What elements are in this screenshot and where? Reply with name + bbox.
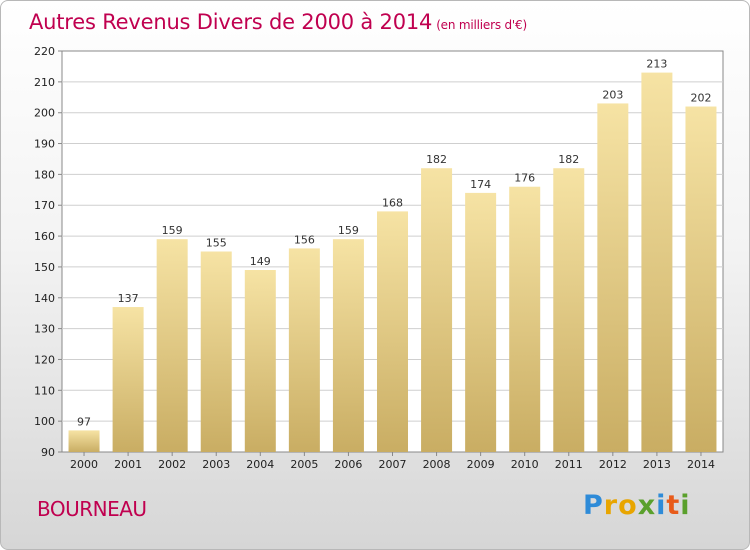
- x-tick-label-2013: 2013: [643, 458, 671, 471]
- proxiti-logo[interactable]: Proxiti: [583, 490, 691, 521]
- bar-2013: [641, 72, 673, 452]
- y-tick-label: 200: [34, 107, 55, 120]
- y-tick-label: 210: [34, 76, 55, 89]
- data-label-2010: 176: [514, 172, 535, 185]
- x-tick-label-2005: 2005: [290, 458, 318, 471]
- data-label-2002: 159: [162, 224, 183, 237]
- x-tick-label-2010: 2010: [511, 458, 539, 471]
- y-tick-label: 160: [34, 230, 55, 243]
- bar-2008: [421, 168, 453, 452]
- y-tick-label: 130: [34, 323, 55, 336]
- y-tick-label: 170: [34, 199, 55, 212]
- chart-title-text: Autres Revenus Divers de 2000 à 2014: [29, 10, 433, 34]
- x-tick-label-2009: 2009: [467, 458, 495, 471]
- bar-2012: [597, 103, 629, 452]
- x-tick-label-2011: 2011: [555, 458, 583, 471]
- data-label-2008: 182: [426, 153, 447, 166]
- bar-2003: [200, 251, 232, 452]
- logo-letter: i: [680, 490, 691, 521]
- bar-2005: [288, 248, 320, 452]
- logo-letter: o: [618, 490, 638, 521]
- y-tick-label: 120: [34, 353, 55, 366]
- bar-2000: [68, 430, 100, 452]
- bar-2009: [465, 192, 497, 452]
- logo-letter: x: [637, 490, 657, 521]
- x-tick-label-2012: 2012: [599, 458, 627, 471]
- data-label-2003: 155: [206, 237, 227, 250]
- data-label-2014: 202: [690, 92, 711, 105]
- bars: 97 137 159 155 149 156 159 168 182 174 176 182 203 21…: [68, 58, 717, 453]
- x-tick-label-2000: 2000: [70, 458, 98, 471]
- y-axis: 90 100 110 120 130 140 150 160 170 180 190 200 210 22…: [34, 45, 62, 459]
- y-tick-label: 220: [34, 45, 55, 58]
- data-label-2009: 174: [470, 178, 491, 191]
- data-label-2004: 149: [250, 255, 271, 268]
- logo-letter: t: [666, 490, 681, 521]
- y-tick-label: 190: [34, 138, 55, 151]
- x-tick-label-2003: 2003: [202, 458, 230, 471]
- bar-2001: [112, 307, 144, 452]
- data-label-2013: 213: [646, 58, 667, 71]
- x-tick-label-2006: 2006: [334, 458, 362, 471]
- logo-letter: r: [603, 490, 619, 521]
- y-tick-label: 100: [34, 415, 55, 428]
- data-label-2001: 137: [118, 292, 139, 305]
- data-label-2000: 97: [77, 415, 91, 428]
- logo-letter: P: [583, 490, 604, 521]
- x-tick-label-2004: 2004: [246, 458, 274, 471]
- location-label: BOURNEAU: [37, 497, 147, 521]
- data-label-2005: 156: [294, 233, 315, 246]
- x-tick-label-2008: 2008: [423, 458, 451, 471]
- logo-letter: i: [656, 490, 667, 521]
- x-tick-label-2001: 2001: [114, 458, 142, 471]
- chart-subtitle: (en milliers d'€): [436, 18, 527, 32]
- y-tick-label: 180: [34, 168, 55, 181]
- bar-2014: [685, 106, 717, 453]
- data-label-2012: 203: [602, 88, 623, 101]
- data-label-2011: 182: [558, 153, 579, 166]
- bar-2007: [377, 211, 408, 452]
- bar-2010: [509, 186, 541, 452]
- y-tick-label: 90: [41, 446, 55, 459]
- data-label-2007: 168: [382, 196, 403, 209]
- x-tick-label-2007: 2007: [379, 458, 407, 471]
- y-tick-label: 150: [34, 261, 55, 274]
- bar-2002: [156, 239, 188, 452]
- x-axis: 2000 2001 2002 2003 2004 2005 2006 2007 2008 2009…: [70, 452, 715, 471]
- bar-2011: [553, 168, 585, 452]
- data-label-2006: 159: [338, 224, 359, 237]
- chart-title: Autres Revenus Divers de 2000 à 2014 (en …: [29, 10, 527, 34]
- x-tick-label-2014: 2014: [687, 458, 715, 471]
- bar-2004: [244, 270, 276, 452]
- bar-2006: [332, 239, 364, 452]
- x-tick-label-2002: 2002: [158, 458, 186, 471]
- y-tick-label: 110: [34, 384, 55, 397]
- y-tick-label: 140: [34, 292, 55, 305]
